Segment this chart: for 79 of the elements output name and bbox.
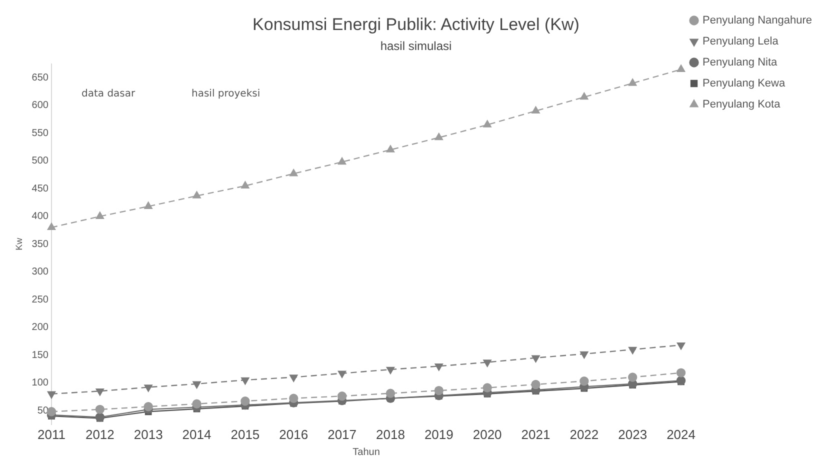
x-tick-label: 2021: [521, 426, 550, 442]
y-tick-label: 450: [32, 183, 49, 194]
y-tick-label: 100: [32, 378, 49, 389]
point: [290, 374, 298, 382]
point: [47, 222, 56, 230]
chart-title: Konsumsi Energi Publik: Activity Level (Kw): [252, 14, 580, 34]
point: [580, 376, 589, 386]
point: [482, 383, 492, 392]
y-tick-label: 200: [32, 322, 49, 334]
x-tick-label: 2024: [666, 426, 696, 442]
point: [580, 351, 588, 359]
point: [676, 368, 686, 378]
x-tick-label: 2022: [570, 426, 599, 442]
y-tick-label: 250: [32, 294, 49, 306]
y-tick-label: 600: [32, 100, 49, 112]
point: [290, 169, 298, 176]
y-tick-label: 500: [32, 156, 49, 167]
x-tick-label: 2018: [376, 426, 405, 442]
point: [434, 386, 444, 396]
point: [337, 392, 347, 401]
point: [532, 106, 540, 114]
x-tick-label: 2017: [328, 426, 357, 442]
x-tick-label: 2012: [85, 426, 114, 442]
point: [240, 396, 250, 406]
point: [676, 64, 686, 72]
point: [580, 92, 588, 100]
x-tick-label: 2011: [38, 426, 66, 442]
point: [676, 342, 686, 350]
point: [47, 391, 56, 398]
point: [434, 364, 443, 371]
y-tick-label: 350: [32, 238, 49, 250]
point: [532, 355, 540, 362]
point: [338, 370, 346, 378]
point: [96, 388, 104, 396]
point: [192, 191, 201, 198]
point: [386, 366, 395, 374]
y-tick-label: 400: [32, 211, 49, 222]
point: [531, 380, 540, 390]
point: [289, 394, 298, 403]
point: [144, 384, 152, 392]
legend-label: Penyulang Kota: [702, 98, 782, 111]
point: [386, 145, 395, 152]
point: [483, 360, 492, 367]
y-tick-label: 650: [32, 72, 49, 84]
x-tick-label: 2015: [230, 426, 260, 442]
point: [483, 120, 492, 128]
legend-label: Penyulang Lela: [702, 36, 780, 48]
point: [241, 181, 250, 188]
legend-label: Penyulang Nangahure: [702, 14, 812, 27]
point: [192, 399, 202, 408]
point: [144, 202, 152, 209]
point: [628, 78, 637, 86]
x-axis-title: Tahun: [352, 446, 380, 458]
y-tick-label: 300: [32, 266, 49, 278]
point: [95, 404, 105, 414]
point: [241, 377, 250, 385]
point: [676, 376, 686, 386]
x-tick-label: 2014: [182, 426, 212, 442]
x-tick-label: 2020: [472, 426, 502, 442]
point: [192, 381, 201, 388]
point: [386, 388, 396, 398]
x-tick-label: 2023: [618, 426, 648, 442]
y-tick-label: 150: [32, 350, 49, 361]
x-tick-label: 2013: [134, 426, 163, 442]
annotation: hasil proyeksi: [191, 88, 260, 100]
point: [434, 132, 443, 140]
point: [144, 402, 153, 412]
point: [628, 372, 638, 382]
point: [628, 346, 637, 354]
x-tick-label: 2019: [424, 426, 454, 442]
annotation: data dasar: [81, 88, 136, 100]
legend-label: Penyulang Nita: [702, 56, 778, 69]
legend-label: Penyulang Kewa: [702, 78, 786, 90]
point: [338, 157, 346, 165]
y-axis-title: Kw: [14, 237, 24, 250]
chart-subtitle: hasil simulasi: [380, 38, 452, 53]
point: [96, 212, 104, 219]
y-tick-label: 550: [32, 128, 49, 139]
x-tick-label: 2016: [279, 426, 308, 442]
